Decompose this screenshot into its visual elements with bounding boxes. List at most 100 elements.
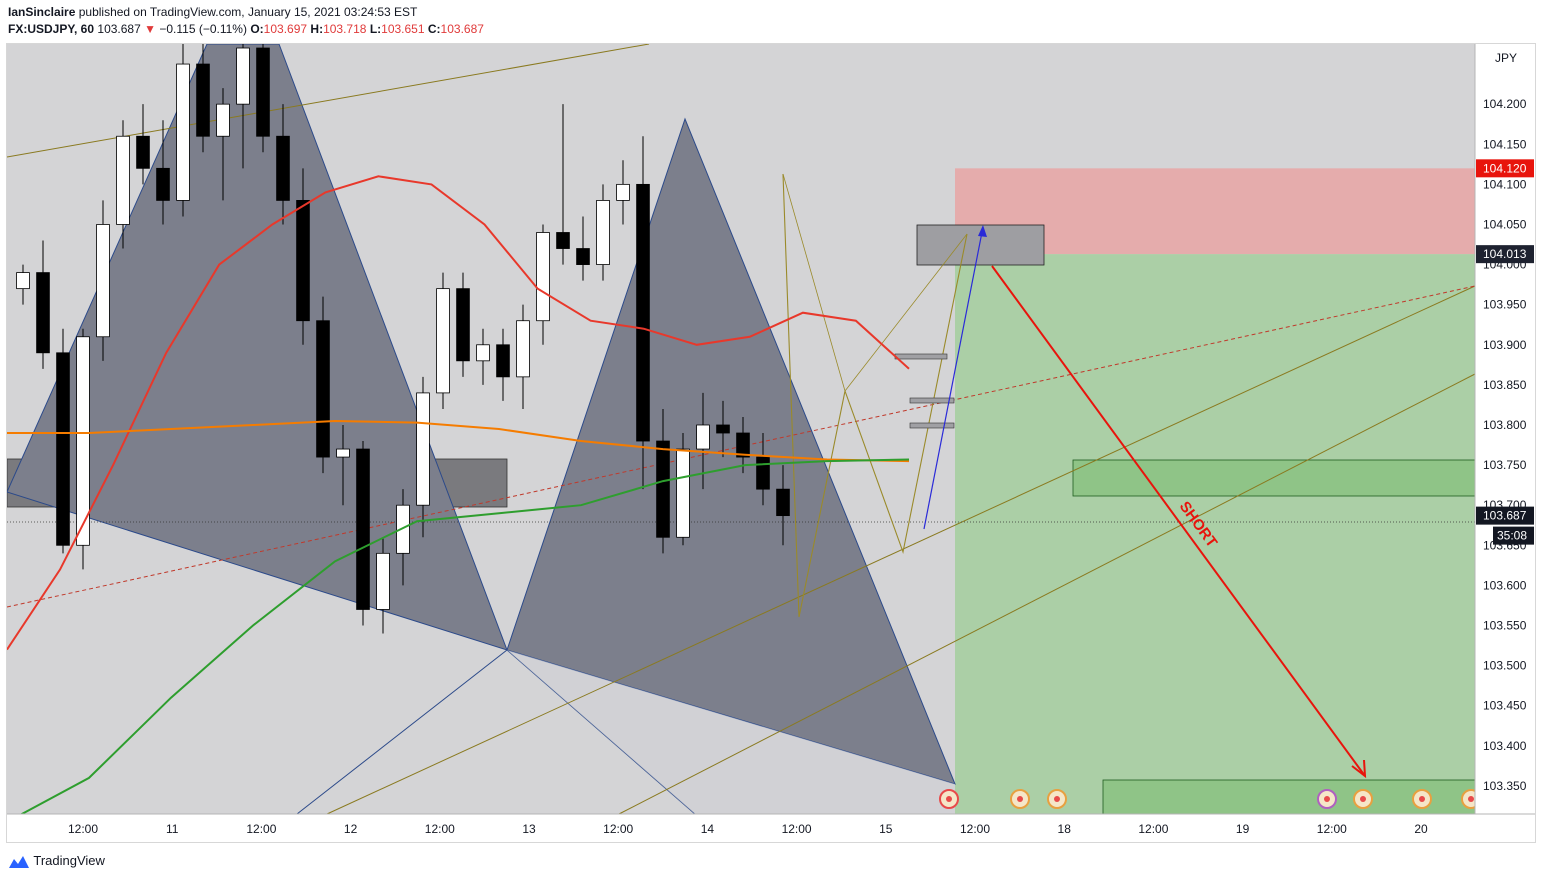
- price-tick-label: 103.900: [1483, 338, 1527, 352]
- abcd-pattern-inner: [782, 173, 968, 392]
- event-dot-icon-0: [946, 796, 952, 802]
- price-tick-label: 103.350: [1483, 779, 1527, 793]
- candle-body: [256, 47, 270, 137]
- time-tick-label: 12: [344, 822, 358, 836]
- candle-body: [596, 200, 610, 265]
- event-dot-icon-3: [1324, 796, 1330, 802]
- price-tick-label: 103.600: [1483, 578, 1527, 592]
- candle-body: [716, 424, 730, 434]
- candle-body: [656, 440, 670, 538]
- price-tick-label: 104.100: [1483, 177, 1527, 191]
- event-dot-icon-2: [1054, 796, 1060, 802]
- time-tick-label: 12:00: [68, 822, 98, 836]
- time-axis[interactable]: 12:00 11 12:00 12 12:00 13 12:00 14 12:00 15 12:00…: [7, 813, 1535, 842]
- ema-green-line: [7, 458, 910, 823]
- time-tick-label: 12:00: [782, 822, 812, 836]
- candle-body: [276, 135, 290, 201]
- price-tick-label: 103.550: [1483, 619, 1527, 633]
- open-value: 103.697: [263, 22, 308, 36]
- price-tick-label: 103.800: [1483, 418, 1527, 432]
- price-tick-label: 103.500: [1483, 659, 1527, 673]
- candle-body: [156, 167, 170, 201]
- price-change: −0.115 (−0.11%): [159, 22, 247, 36]
- candle-body: [776, 488, 790, 517]
- harmonic-gap: [507, 650, 955, 814]
- event-dot-icon-4: [1360, 796, 1366, 802]
- candle-body: [36, 272, 50, 354]
- time-tick-label: 12:00: [960, 822, 990, 836]
- chart-canvas[interactable]: SHORT JPY104.200104.150104.100104.050104…: [7, 44, 1535, 842]
- candle-body: [356, 448, 370, 610]
- candle-body: [96, 224, 110, 338]
- projection-arrow-line: [923, 226, 984, 530]
- ohlc-legend: FX:USDJPY, 60 103.687 ▼ −0.115 (−0.11%) …: [8, 22, 484, 36]
- chart-header: IanSinclaire published on TradingView.co…: [0, 0, 1542, 42]
- candle-body: [136, 135, 150, 169]
- countdown-badge-bg: [1493, 526, 1534, 545]
- candle-body: [216, 103, 230, 137]
- time-tick-label: 12:00: [246, 822, 276, 836]
- open-label: O:: [250, 22, 264, 36]
- price-tick-label: 103.750: [1483, 458, 1527, 472]
- time-tick-label: 12:00: [1317, 822, 1347, 836]
- candle-body: [116, 135, 130, 225]
- projection-arrow-head: [978, 225, 987, 237]
- chart-area[interactable]: SHORT JPY 104.200 104.150 104.100 104.050 104…: [6, 43, 1536, 843]
- time-tick-label: 11: [166, 822, 179, 836]
- rising-trendline-b: [618, 373, 1476, 815]
- high-value: 103.718: [323, 22, 367, 36]
- time-tick-label: 13: [522, 822, 536, 836]
- candle-body: [696, 424, 710, 450]
- upper-trendline: [7, 44, 650, 158]
- down-triangle-icon: ▼: [144, 22, 157, 36]
- price-tick-label: 103.450: [1483, 699, 1527, 713]
- price-tick-label: 104.200: [1483, 97, 1527, 111]
- time-tick-label: 19: [1236, 822, 1250, 836]
- low-value: 103.651: [381, 22, 425, 36]
- close-value: 103.687: [440, 22, 484, 36]
- candle-body: [536, 232, 550, 322]
- ema-orange-line: [7, 419, 910, 463]
- candle-body: [576, 248, 590, 265]
- candle-body: [396, 504, 410, 554]
- candle-body: [556, 232, 570, 249]
- candle-body: [676, 448, 690, 538]
- time-tick-label: 12:00: [1138, 822, 1168, 836]
- current-price-badge-bg: [1476, 506, 1534, 525]
- candle-body: [476, 344, 490, 362]
- short-arrow-line: [991, 265, 1366, 777]
- author-name[interactable]: IanSinclaire: [8, 5, 76, 19]
- brand-name: TradingView: [33, 853, 105, 868]
- stop-price-badge-bg: [1476, 159, 1534, 178]
- candle-body: [76, 336, 90, 546]
- tradingview-logo[interactable]: TradingView: [8, 853, 105, 869]
- candle-body: [516, 320, 530, 378]
- currency-label: JPY: [1495, 51, 1517, 65]
- candle-body: [176, 63, 190, 201]
- candle-body: [756, 456, 770, 490]
- symbol-label[interactable]: FX:USDJPY, 60: [8, 22, 95, 36]
- price-axis[interactable]: JPY104.200104.150104.100104.050104.00010…: [1474, 44, 1535, 842]
- rising-trendline-a: [326, 285, 1476, 815]
- close-label: C:: [427, 22, 441, 36]
- demand-zone-box: [1072, 459, 1476, 497]
- candle-body: [636, 183, 650, 442]
- candle-body: [196, 63, 210, 137]
- published-text: published on TradingView.com, January 15…: [78, 5, 418, 19]
- take-profit-zone: [955, 254, 1475, 815]
- candle-body: [56, 352, 70, 546]
- tradingview-logo-icon: [9, 855, 29, 868]
- price-tick-label: 103.400: [1483, 739, 1527, 753]
- candle-body: [736, 432, 750, 458]
- level-marker-2: [909, 397, 955, 404]
- time-tick-label: 18: [1058, 822, 1072, 836]
- candle-body: [16, 272, 30, 290]
- high-label: H:: [310, 22, 324, 36]
- stop-price-badge: 104.120: [1483, 161, 1527, 175]
- time-tick-label: 14: [701, 822, 715, 836]
- event-dot-icon-6: [1468, 796, 1474, 802]
- entry-price-badge: 104.013: [1483, 247, 1527, 261]
- publish-info: IanSinclaire published on TradingView.co…: [8, 5, 417, 19]
- candle-body: [336, 448, 350, 458]
- price-tick-label: 103.950: [1483, 298, 1527, 312]
